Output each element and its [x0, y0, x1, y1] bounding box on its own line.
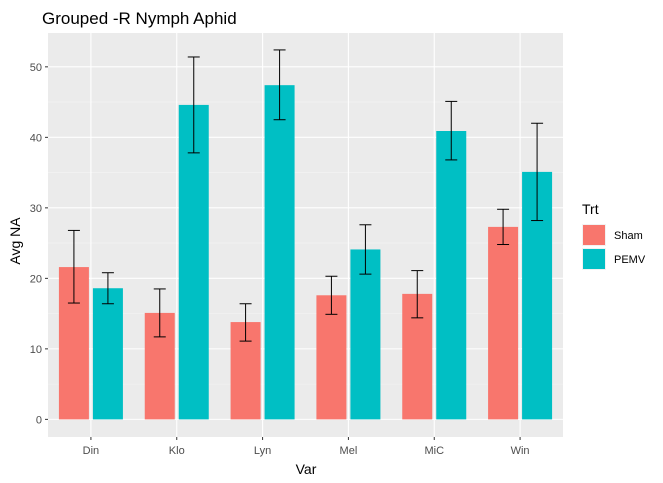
x-tick-label: Din — [83, 445, 100, 457]
errorbar — [359, 224, 372, 275]
legend-swatch-sham — [583, 225, 605, 245]
legend-label-pemv: PEMV — [614, 254, 646, 266]
minor-gridlines — [48, 101, 563, 385]
x-tick-label: Mel — [340, 445, 358, 457]
y-tick-label: 20 — [30, 273, 42, 285]
errorbar — [67, 229, 80, 304]
y-tick-label: 10 — [30, 344, 42, 356]
errorbar — [445, 100, 458, 161]
chart-title: Grouped -R Nymph Aphid — [42, 9, 237, 28]
error-bars — [67, 49, 544, 342]
errorbar — [325, 275, 338, 315]
errorbar — [273, 49, 286, 121]
x-tick-label: MiC — [424, 445, 444, 457]
legend-swatch-pemv — [583, 249, 605, 269]
plot-panel — [48, 33, 563, 437]
bar-pemv — [178, 104, 209, 420]
bars — [58, 85, 553, 420]
errorbar — [187, 56, 200, 154]
x-tick-label: Lyn — [254, 445, 271, 457]
x-axis-ticks: Din Klo Lyn Mel MiC Win — [83, 437, 530, 457]
x-tick-label: Klo — [169, 445, 185, 457]
x-axis-title: Var — [296, 461, 317, 477]
y-tick-label: 50 — [30, 62, 42, 74]
y-tick-label: 0 — [36, 414, 42, 426]
bar-sham — [488, 226, 519, 420]
major-gridlines — [48, 33, 563, 437]
y-tick-label: 40 — [30, 132, 42, 144]
errorbar — [497, 208, 510, 246]
legend: Trt Sham PEMV — [582, 201, 646, 270]
bar-sham — [316, 295, 347, 420]
y-axis-title: Avg NA — [7, 217, 23, 265]
bar-pemv — [264, 85, 295, 420]
y-axis-ticks: 0 10 20 30 40 50 — [30, 62, 48, 426]
legend-title: Trt — [582, 201, 599, 217]
errorbar — [239, 303, 252, 342]
errorbar — [531, 122, 544, 222]
errorbar — [411, 270, 424, 319]
legend-label-sham: Sham — [614, 230, 643, 242]
bar-pemv — [92, 288, 123, 420]
bar-pemv — [436, 131, 467, 420]
errorbar — [153, 288, 166, 338]
y-tick-label: 30 — [30, 203, 42, 215]
bar-pemv — [350, 249, 381, 420]
errorbar — [101, 272, 114, 305]
x-tick-label: Win — [511, 445, 530, 457]
